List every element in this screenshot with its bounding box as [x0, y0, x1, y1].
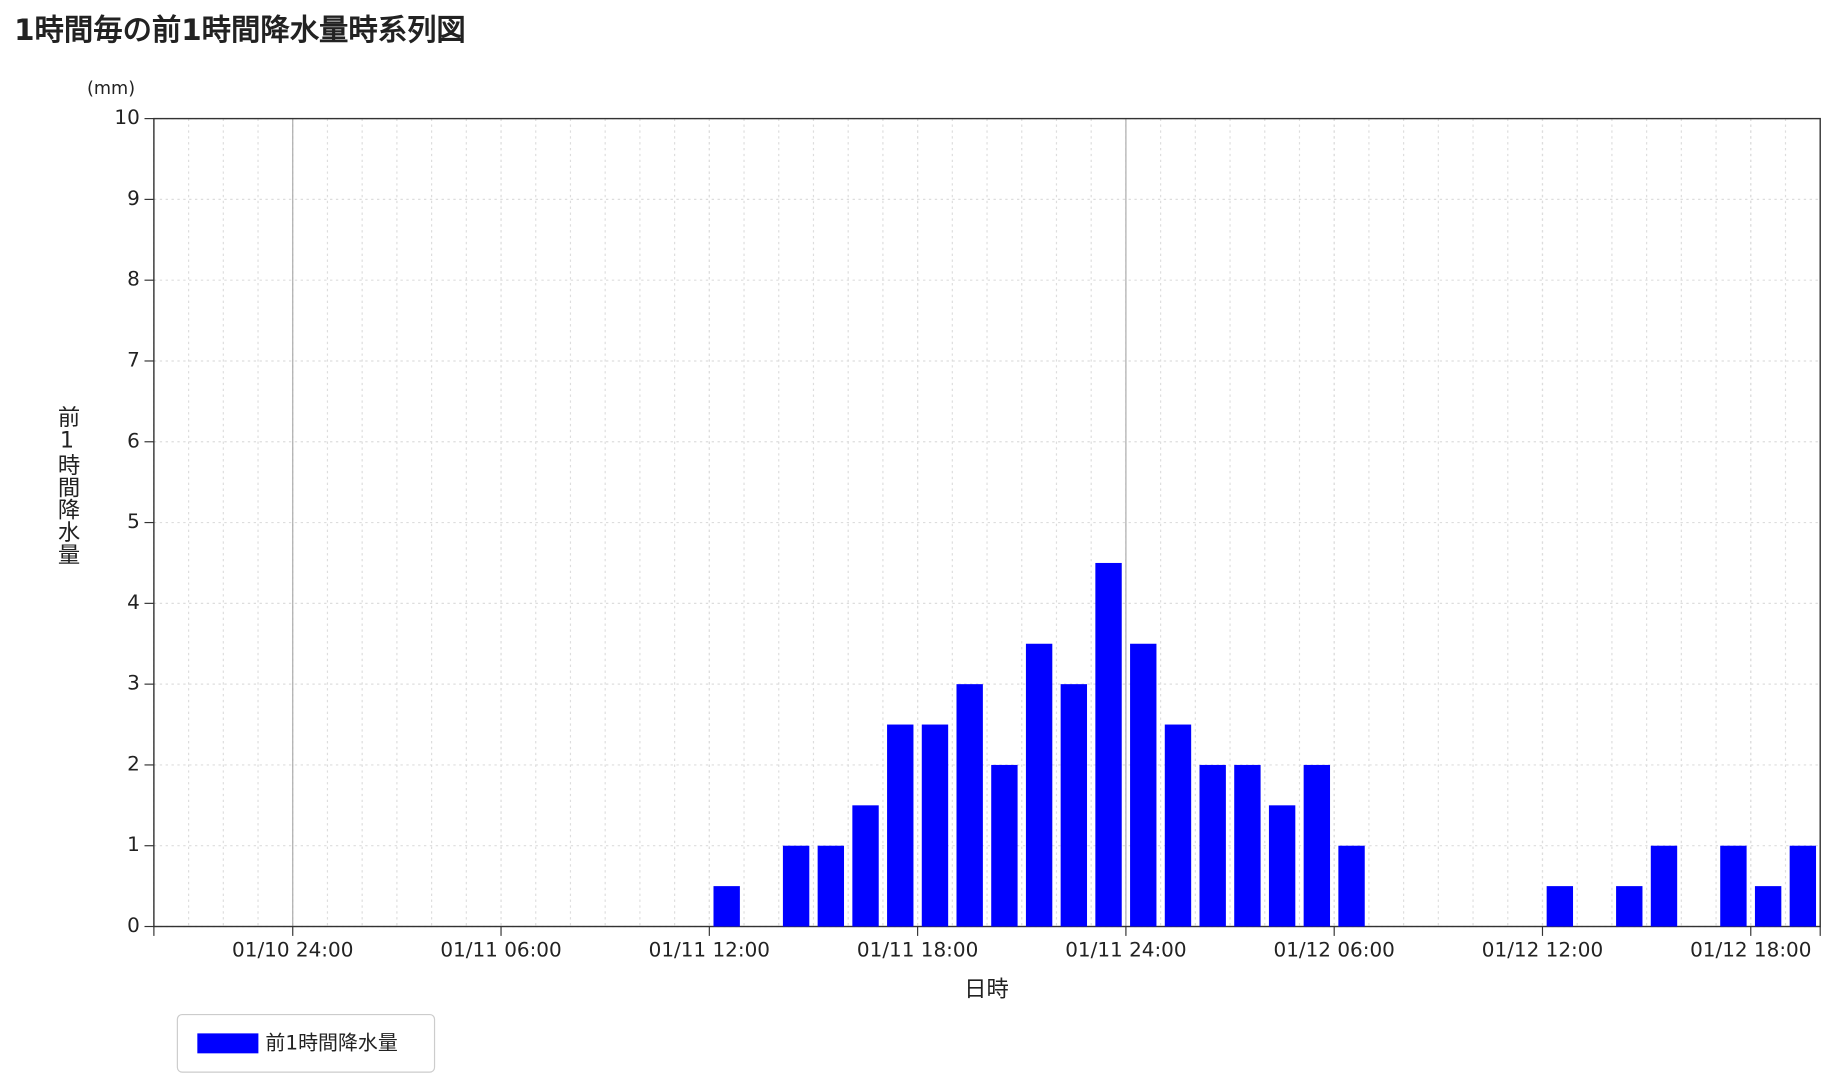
bar [1025, 643, 1053, 927]
bar [1130, 643, 1157, 927]
legend [176, 1014, 436, 1073]
bar [782, 845, 810, 927]
bar [817, 845, 845, 927]
bar [1303, 764, 1331, 927]
legend-swatch [197, 1033, 259, 1054]
bar [1789, 845, 1817, 927]
y-tick-label: 3 [127, 671, 140, 695]
bar [991, 764, 1018, 927]
bar [713, 886, 740, 927]
bar [956, 684, 983, 927]
chart-title: 1時間毎の前1時間降水量時系列図 [14, 13, 466, 47]
bar [1164, 724, 1192, 927]
x-tick-label: 01/12 06:00 [1274, 938, 1395, 962]
y-tick-label: 9 [127, 186, 140, 210]
x-tick-label: 01/11 12:00 [649, 938, 770, 962]
x-tick-label: 01/11 24:00 [1065, 938, 1186, 962]
bar [1338, 845, 1365, 927]
legend-label: 前1時間降水量 [265, 1030, 397, 1054]
bar [852, 805, 879, 927]
bar [1095, 562, 1122, 927]
plot-frame [153, 117, 1821, 928]
y-tick-label: 10 [114, 105, 139, 129]
y-tick-label: 7 [127, 347, 140, 371]
x-tick-label: 01/11 18:00 [857, 938, 978, 962]
y-tick-label: 0 [127, 913, 140, 937]
y-unit: (mm) [87, 79, 135, 99]
bar [1754, 886, 1782, 927]
bar [1720, 845, 1747, 927]
y-tick-label: 4 [127, 590, 140, 614]
bar [1268, 805, 1296, 927]
x-tick-label: 01/10 24:00 [232, 938, 353, 962]
x-tick-label: 01/12 12:00 [1482, 938, 1603, 962]
x-axis-label: 日時 [964, 976, 1009, 1002]
y-tick-label: 6 [127, 428, 140, 452]
y-tick-label: 1 [127, 832, 140, 856]
y-tick-label: 8 [127, 267, 140, 291]
bar [887, 724, 914, 927]
bar [1199, 764, 1226, 927]
bar [1616, 886, 1643, 927]
bar [1234, 764, 1261, 927]
y-tick-label: 5 [127, 509, 140, 533]
y-tick-label: 2 [127, 751, 140, 775]
bar [1546, 886, 1574, 927]
x-tick-label: 01/11 06:00 [440, 938, 561, 962]
bar [1650, 845, 1678, 927]
bar [1060, 684, 1088, 927]
y-axis-label: 前1時間降水量 [54, 405, 80, 565]
x-tick-label: 01/12 18:00 [1690, 938, 1811, 962]
bar [921, 724, 949, 927]
